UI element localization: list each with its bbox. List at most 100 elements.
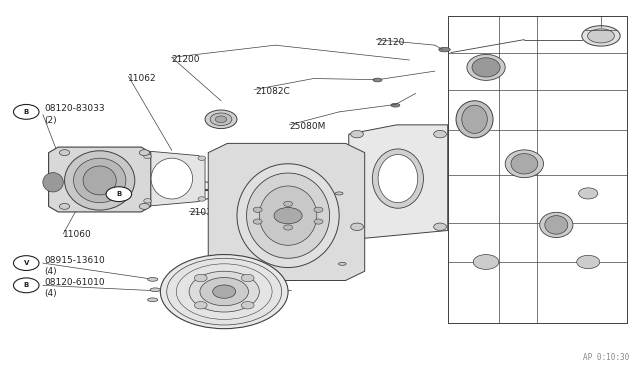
Ellipse shape: [230, 218, 237, 222]
Circle shape: [195, 302, 207, 309]
Text: 21010F: 21010F: [240, 190, 274, 199]
Ellipse shape: [215, 116, 227, 123]
Ellipse shape: [472, 58, 500, 77]
Ellipse shape: [582, 26, 620, 46]
Ellipse shape: [378, 154, 418, 203]
Circle shape: [200, 278, 248, 306]
Circle shape: [60, 203, 70, 209]
Ellipse shape: [266, 243, 273, 246]
Ellipse shape: [540, 212, 573, 237]
Ellipse shape: [259, 186, 317, 245]
Text: B: B: [116, 191, 122, 197]
Text: 21010: 21010: [332, 151, 360, 160]
Circle shape: [161, 254, 288, 329]
Text: (4): (4): [44, 289, 57, 298]
Ellipse shape: [179, 187, 192, 200]
Text: 22120: 22120: [376, 38, 404, 47]
Text: (2): (2): [44, 116, 57, 125]
Ellipse shape: [205, 110, 237, 129]
Ellipse shape: [335, 192, 343, 195]
Circle shape: [284, 201, 292, 206]
Text: 25080M: 25080M: [289, 122, 326, 131]
Circle shape: [253, 207, 262, 212]
Circle shape: [351, 131, 364, 138]
Polygon shape: [349, 125, 448, 240]
Text: 21200: 21200: [172, 55, 200, 64]
Ellipse shape: [439, 47, 451, 52]
Text: (1): (1): [137, 198, 150, 207]
Circle shape: [198, 156, 205, 160]
Polygon shape: [138, 151, 205, 206]
Ellipse shape: [339, 262, 346, 265]
Ellipse shape: [588, 29, 614, 43]
Ellipse shape: [74, 158, 126, 203]
Circle shape: [195, 274, 207, 282]
Ellipse shape: [372, 149, 424, 208]
Text: 11060: 11060: [63, 230, 92, 240]
Circle shape: [253, 219, 262, 224]
Text: 21051: 21051: [229, 310, 258, 318]
Text: 21010C: 21010C: [270, 270, 305, 279]
Ellipse shape: [148, 278, 158, 281]
Ellipse shape: [237, 164, 339, 267]
Text: 08120-83528: 08120-83528: [137, 187, 197, 196]
Ellipse shape: [151, 158, 193, 199]
Ellipse shape: [505, 150, 543, 178]
Text: 08915-13610: 08915-13610: [44, 256, 105, 264]
Circle shape: [60, 150, 70, 155]
Text: 11062: 11062: [129, 74, 157, 83]
Text: 21010F: 21010F: [319, 247, 353, 256]
Ellipse shape: [467, 54, 505, 80]
Ellipse shape: [462, 105, 487, 134]
Circle shape: [434, 131, 447, 138]
Polygon shape: [208, 143, 365, 280]
Text: 08120-83033: 08120-83033: [44, 105, 105, 113]
Circle shape: [434, 223, 447, 231]
Text: B: B: [24, 109, 29, 115]
Ellipse shape: [237, 228, 243, 232]
Text: V: V: [24, 260, 29, 266]
Circle shape: [13, 256, 39, 270]
Circle shape: [274, 208, 302, 224]
Circle shape: [13, 278, 39, 293]
Ellipse shape: [148, 298, 158, 302]
Text: 21082C: 21082C: [255, 87, 290, 96]
Circle shape: [212, 285, 236, 298]
Ellipse shape: [579, 188, 598, 199]
Circle shape: [241, 302, 254, 309]
Text: (4): (4): [44, 267, 57, 276]
Circle shape: [314, 219, 323, 224]
Circle shape: [198, 197, 205, 201]
Circle shape: [140, 150, 150, 155]
Ellipse shape: [391, 103, 400, 107]
Circle shape: [144, 154, 152, 158]
Ellipse shape: [373, 78, 382, 82]
Ellipse shape: [83, 166, 116, 195]
Circle shape: [241, 274, 254, 282]
Circle shape: [284, 225, 292, 230]
Circle shape: [106, 187, 132, 202]
Ellipse shape: [43, 173, 63, 192]
Circle shape: [189, 271, 259, 312]
Text: 21010B: 21010B: [189, 208, 224, 217]
Ellipse shape: [210, 113, 232, 126]
Ellipse shape: [473, 254, 499, 269]
Circle shape: [351, 223, 364, 231]
Ellipse shape: [150, 288, 161, 292]
Text: 21014: 21014: [332, 167, 360, 176]
Ellipse shape: [246, 173, 330, 258]
Circle shape: [13, 105, 39, 119]
Ellipse shape: [456, 101, 493, 138]
Circle shape: [314, 207, 323, 212]
Ellipse shape: [65, 151, 135, 210]
Ellipse shape: [545, 216, 568, 234]
Text: B: B: [24, 282, 29, 288]
Circle shape: [144, 199, 152, 203]
Text: 08120-61010: 08120-61010: [44, 278, 105, 287]
Text: AP 0:10:30: AP 0:10:30: [584, 353, 630, 362]
Circle shape: [140, 203, 150, 209]
Circle shape: [167, 258, 282, 325]
Ellipse shape: [511, 154, 538, 174]
Ellipse shape: [577, 255, 600, 269]
Polygon shape: [49, 147, 151, 212]
